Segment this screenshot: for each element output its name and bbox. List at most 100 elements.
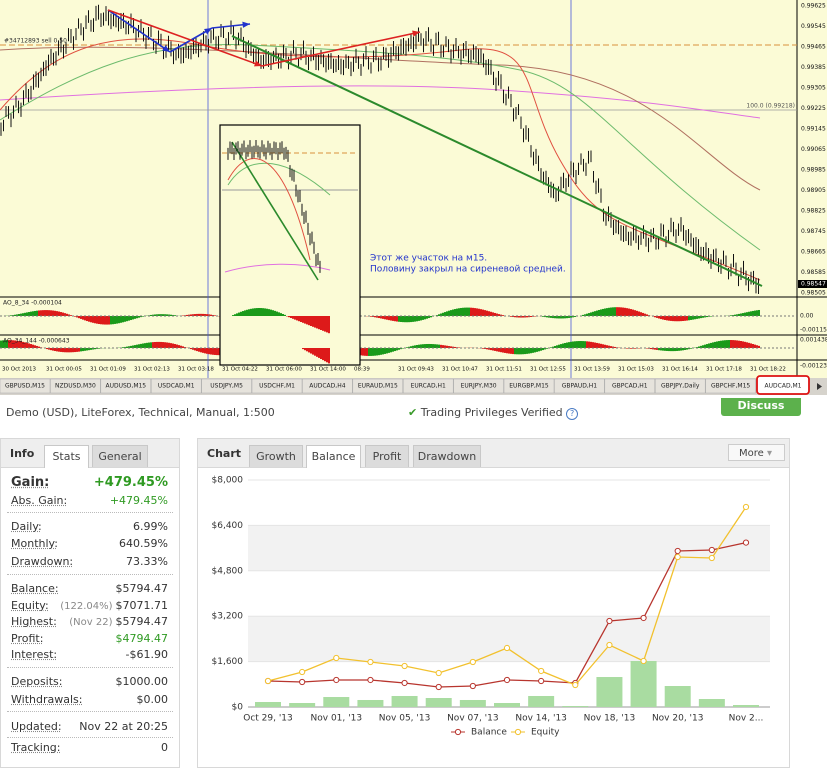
indicator-bar [558,344,560,348]
indicator-bar [672,348,674,352]
chart-tab[interactable]: Balance [306,445,361,468]
indicator-bar [392,316,394,321]
general-tab[interactable]: General [92,445,148,467]
inset-indicator-bar [270,309,272,316]
inset-indicator-bar [250,308,252,316]
indicator-bar [526,348,528,354]
stat-label[interactable]: Monthly: [11,537,58,550]
help-icon[interactable]: ? [566,408,579,420]
symbol-tab [705,378,756,394]
indicator-bar [436,315,438,316]
indicator-bar [386,348,388,354]
indicator-bar [312,310,314,316]
indicator-bar [670,316,672,321]
indicator-bar [40,347,42,348]
indicator-bar [278,316,280,321]
indicator-bar [208,348,210,355]
stat-label[interactable]: Daily: [11,520,42,533]
indicator-bar [292,314,294,316]
symbol-tab [150,378,202,394]
stat-label[interactable]: Tracking: [11,741,61,754]
indicator-bar [608,345,610,348]
inset-ma [227,158,311,261]
indicator-bar [302,345,304,348]
indicator-bar [516,316,518,318]
indicator-bar [370,348,372,356]
stat-label[interactable]: Withdrawals: [11,693,83,706]
stat-note: (Nov 22) [69,617,113,628]
indicator-bar [502,315,504,316]
row-separator [7,574,173,575]
indicator-bar [580,315,582,316]
indicator-bar [350,315,352,316]
inset-indicator-bar [258,308,260,316]
indicator-bar [656,348,658,350]
indicator-bar [610,346,612,348]
indicator-bar [550,347,552,348]
indicator-bar [556,345,558,348]
stat-label[interactable]: Interest: [11,648,58,661]
indicator-bar [578,341,580,348]
indicator-bar [306,311,308,316]
indicator-bar [82,348,84,352]
arrow-head [162,45,170,52]
indicator-bar [372,316,374,317]
inset-indicator-bar [256,308,258,316]
indicator-bar [432,344,434,348]
indicator-bar [668,348,670,352]
more-dropdown[interactable]: More ▾ [728,444,785,461]
indicator-bar [320,310,322,316]
stat-label[interactable]: Highest: [11,615,57,628]
indicator-bar [590,312,592,316]
indicator-bar [426,343,428,348]
inset-indicator-bar [288,316,290,318]
stat-label[interactable]: Deposits: [11,675,63,688]
indicator-bar [126,346,128,348]
stat-label[interactable]: Gain: [11,475,50,490]
stat-label[interactable]: Updated: [11,720,62,733]
indicator-bar [350,348,352,354]
indicator-bar [558,316,560,319]
indicator-bar [132,316,134,320]
stat-label[interactable]: Equity: [11,599,49,612]
indicator-bar [500,348,502,353]
stats-tab[interactable]: Stats [44,445,89,468]
indicator-bar [298,346,300,348]
indicator-bar [348,315,350,316]
indicator-bar [154,314,156,316]
stat-label[interactable]: Balance: [11,582,59,595]
indicator-bar [148,315,150,316]
inset-indicator-bar [316,316,318,329]
indicator-bar [342,314,344,316]
inset-indicator-bar [292,316,294,319]
chart-tab[interactable]: Drawdown [413,445,481,467]
more-text: More [739,448,764,459]
chart-tab[interactable]: Growth [249,445,303,467]
chart-tab[interactable]: Profit [365,445,409,467]
indicator-bar [544,348,546,350]
indicator-bar [556,316,558,319]
indicator-bar [548,316,550,318]
stat-label[interactable]: Abs. Gain: [11,494,68,507]
verified-badge: ✔ Trading Privileges Verified ? [408,406,579,420]
indicator-bar [486,348,488,350]
stat-label[interactable]: Drawdown: [11,555,74,568]
indicator-bar [98,348,100,349]
indicator-bar [750,343,752,348]
inset-indicator-bar [328,348,330,364]
indicator-bar [510,316,512,317]
indicator-bar [328,311,330,316]
discuss-button[interactable]: Discuss [721,398,801,416]
indicator-bar [514,316,516,318]
indicator-bar [96,316,98,324]
indicator-bar [24,312,26,316]
indicator-bar [240,316,242,323]
stat-label[interactable]: Profit: [11,632,44,645]
indicator-bar [552,346,554,348]
time-label: 31 Oct 04:22 [222,367,258,373]
stat-row: Deposits: $1000.00 [11,675,168,691]
indicator-bar [408,316,410,323]
indicator-bar [560,344,562,348]
inset-indicator-bar [324,348,326,362]
